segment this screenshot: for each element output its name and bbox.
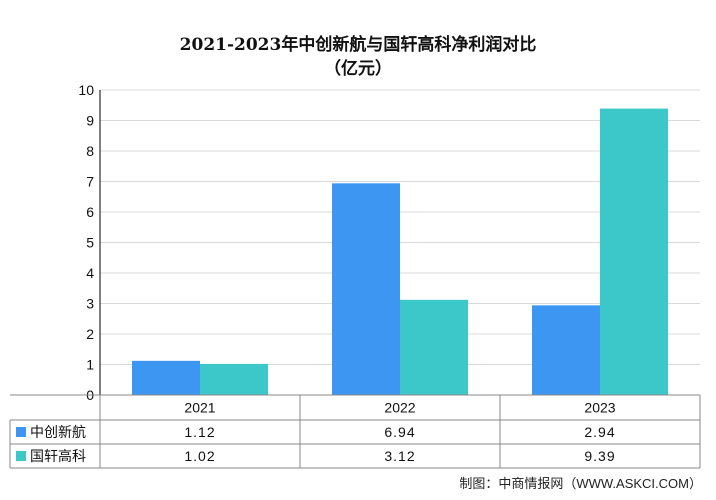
data-label: 1.02	[184, 448, 215, 464]
legend-label: 国轩高科	[30, 448, 86, 464]
legend-label: 中创新航	[30, 424, 86, 440]
y-tick-label: 10	[78, 82, 94, 98]
data-label: 2.94	[584, 424, 615, 440]
chart-title: 2021-2023年中创新航与国轩高科净利润对比	[179, 35, 537, 55]
data-label: 9.39	[584, 448, 615, 464]
y-tick-label: 9	[86, 113, 94, 129]
bar	[200, 363, 268, 395]
y-tick-label: 2	[86, 326, 94, 342]
x-tick-label: 2022	[384, 400, 415, 416]
y-tick-label: 3	[86, 296, 94, 312]
bar	[532, 305, 600, 395]
bar	[332, 183, 400, 395]
data-label: 6.94	[384, 424, 415, 440]
data-label: 3.12	[384, 448, 415, 464]
bar	[400, 299, 468, 395]
chart-subtitle: （亿元）	[324, 59, 392, 79]
y-tick-label: 4	[86, 265, 94, 281]
source-footer: 制图：中商情报网（WWW.ASKCI.COM）	[459, 476, 702, 491]
bar	[132, 360, 200, 395]
legend-swatch	[16, 451, 26, 461]
y-tick-label: 5	[86, 235, 94, 251]
y-tick-label: 1	[86, 357, 94, 373]
x-tick-label: 2021	[184, 400, 215, 416]
data-label: 1.12	[184, 424, 215, 440]
legend-swatch	[16, 427, 26, 437]
x-tick-label: 2023	[584, 400, 615, 416]
y-tick-label: 6	[86, 204, 94, 220]
y-tick-label: 8	[86, 143, 94, 159]
y-tick-label: 7	[86, 174, 94, 190]
bar	[600, 108, 668, 395]
